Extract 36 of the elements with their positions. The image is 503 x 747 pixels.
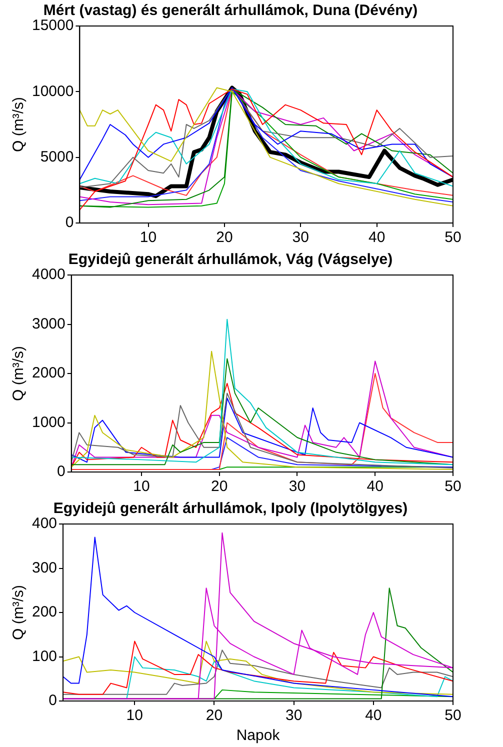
x-tick-label: 20	[211, 478, 228, 496]
y-tick-label: 4000	[32, 266, 66, 284]
chart-title: Egyidejû generált árhullámok, Vág (Vágselye)	[68, 251, 393, 268]
y-tick-label: 400	[32, 515, 58, 532]
y-tick-label: 300	[32, 559, 58, 576]
y-axis-title: Q (m³/s)	[10, 585, 28, 640]
y-tick-label: 0	[48, 692, 58, 710]
y-tick-label: 100	[32, 648, 58, 665]
x-tick-label: 40	[365, 707, 382, 724]
y-axis-title: Q (m³/s)	[10, 346, 28, 401]
y-tick-label: 10000	[32, 82, 74, 100]
y-tick-label: 5000	[40, 148, 74, 166]
chart-title: Mért (vastag) és generált árhullámok, Duna (Dévény)	[43, 2, 418, 20]
y-axis-title: Q (m³/s)	[10, 97, 28, 152]
x-tick-label: 30	[285, 707, 302, 724]
x-tick-label: 50	[444, 478, 462, 496]
x-tick-label: 20	[206, 707, 223, 724]
y-tick-label: 3000	[32, 315, 66, 332]
x-tick-label: 30	[292, 229, 309, 246]
y-tick-label: 15000	[32, 17, 74, 34]
y-tick-label: 1000	[32, 414, 66, 431]
chart-title: Egyidejû generált árhullámok, Ipoly (Ipolytölgyes)	[53, 500, 408, 518]
x-tick-label: 30	[288, 478, 306, 496]
x-tick-label: 20	[216, 229, 233, 246]
x-tick-label: 10	[133, 478, 150, 496]
y-tick-label: 2000	[32, 364, 66, 382]
x-tick-label: 40	[366, 478, 384, 496]
y-tick-label: 0	[65, 214, 74, 232]
x-tick-label: 50	[444, 229, 462, 246]
x-tick-label: 10	[126, 707, 143, 724]
x-tick-label: 50	[444, 707, 462, 724]
x-tick-label: 40	[368, 229, 386, 246]
x-axis-title: Napok	[236, 727, 280, 744]
y-tick-label: 0	[57, 463, 66, 480]
y-tick-label: 200	[32, 604, 58, 621]
x-tick-label: 10	[140, 229, 157, 246]
